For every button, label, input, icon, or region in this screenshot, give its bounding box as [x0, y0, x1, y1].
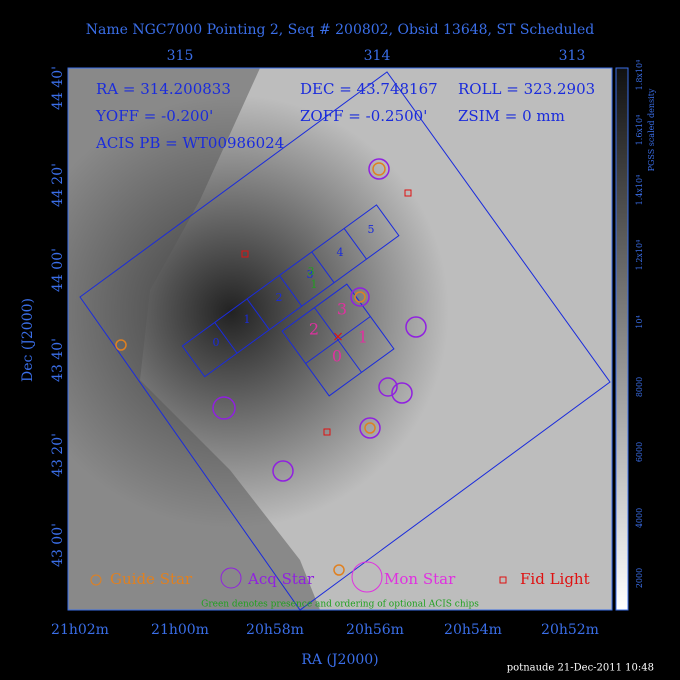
- acis-s-label: 2: [276, 291, 283, 304]
- top-tick-label: 314: [364, 48, 391, 64]
- colorbar-label: 2000: [635, 568, 644, 588]
- y-axis-title: Dec (J2000): [20, 298, 36, 382]
- colorbar-label: 1.6x10⁴: [635, 115, 644, 146]
- colorbar-label: 1.4x10⁴: [635, 175, 644, 206]
- info-text: RA = 314.200833: [96, 80, 231, 98]
- bottom-tick-label: 21h02m: [51, 622, 109, 638]
- acis-s-label: 3: [307, 268, 314, 281]
- footer: potnaude 21-Dec-2011 10:48: [507, 663, 654, 674]
- left-tick-label: 43 20': [50, 433, 66, 477]
- legend-marks: [90, 561, 507, 593]
- bottom-tick-label: 20h54m: [444, 622, 502, 638]
- left-tick-label: 43 00': [50, 523, 66, 567]
- info-text: ZOFF = -0.2500': [300, 107, 427, 125]
- left-tick-label: 43 40': [50, 338, 66, 382]
- legend-label: Fid Light: [520, 570, 590, 588]
- legend-label: Acq Star: [247, 570, 315, 588]
- colorbar: [615, 67, 629, 611]
- dark-region: [68, 68, 320, 610]
- acis-i-label: 3: [337, 300, 347, 319]
- acis-i-label: 0: [332, 347, 342, 366]
- guide-stars: [115, 162, 386, 576]
- acis-i-label: 1: [358, 328, 368, 347]
- field-of-view: [79, 71, 611, 611]
- acis-i: [281, 283, 395, 397]
- bottom-tick-label: 20h58m: [246, 622, 304, 638]
- acis-s-label: 4: [337, 246, 344, 259]
- colorbar-label: 6000: [635, 442, 644, 462]
- title: Name NGC7000 Pointing 2, Seq # 200802, O…: [86, 22, 595, 38]
- acis-s: [181, 204, 400, 378]
- info-text: ROLL = 323.2903: [458, 80, 595, 98]
- note: Green denotes presence and ordering of o…: [201, 600, 479, 610]
- bottom-tick-label: 20h56m: [346, 622, 404, 638]
- acis-s-label: 0: [213, 336, 220, 349]
- aimpoint: ×: [332, 329, 344, 345]
- info-text: ACIS PB = WT00986024: [95, 134, 284, 152]
- acis-i-label: 2: [309, 320, 319, 339]
- acis-s-label: 5: [368, 223, 375, 236]
- left-tick-label: 44 20': [50, 163, 66, 207]
- bottom-tick-label: 20h52m: [541, 622, 599, 638]
- colorbar-label: 10⁴: [635, 315, 644, 328]
- fid-lights: [241, 189, 412, 436]
- info-text: ZSIM = 0 mm: [458, 107, 565, 125]
- info-text: DEC = 43.748167: [300, 80, 438, 98]
- colorbar-label: 1.2x10⁴: [635, 240, 644, 271]
- bottom-tick-label: 21h00m: [151, 622, 209, 638]
- legend-label: Guide Star: [110, 570, 193, 588]
- optional-label: 3: [308, 265, 315, 278]
- acq-stars: [212, 158, 427, 482]
- top-tick-label: 313: [559, 48, 586, 64]
- info-text: YOFF = -0.200': [95, 107, 213, 125]
- colorbar-label: 8000: [635, 377, 644, 397]
- colorbar-label: 4000: [635, 508, 644, 528]
- optional-label: 1: [311, 278, 318, 291]
- colorbar-label: 1.8x10⁴: [635, 60, 644, 91]
- acis-s-label: 1: [244, 313, 251, 326]
- left-tick-label: 44 00': [50, 248, 66, 292]
- top-tick-label: 315: [167, 48, 194, 64]
- legend-label: Mon Star: [384, 570, 456, 588]
- left-tick-label: 44 40': [50, 66, 66, 110]
- colorbar-title: PGSS scaled density: [647, 88, 656, 171]
- plot-frame: [67, 67, 613, 611]
- x-axis-title: RA (J2000): [301, 652, 378, 668]
